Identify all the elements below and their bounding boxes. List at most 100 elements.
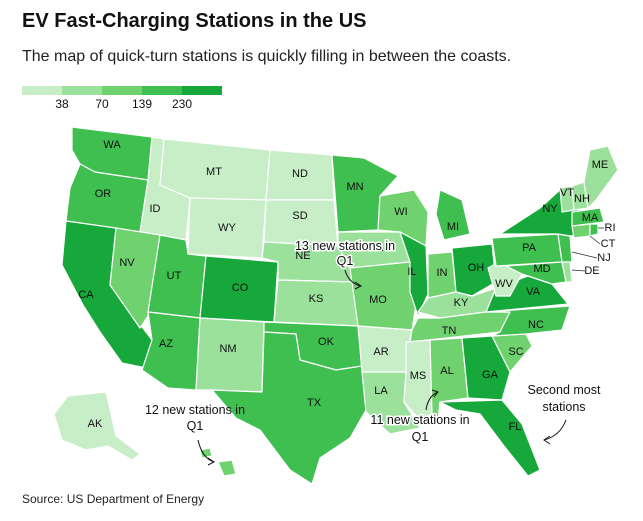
state-label: NM — [219, 343, 236, 355]
state-label: AR — [373, 346, 388, 358]
state-label: MT — [206, 166, 222, 178]
state-label: CA — [78, 289, 94, 301]
state-label: NE — [295, 250, 310, 262]
state-label: TN — [442, 325, 457, 337]
state-nc — [485, 305, 571, 337]
state-mi — [435, 189, 471, 241]
state-tx — [211, 331, 367, 485]
chart-title: EV Fast-Charging Stations in the US — [22, 10, 367, 32]
state-oh — [451, 243, 497, 297]
state-label: DE — [584, 265, 599, 277]
legend-swatch-4 — [142, 86, 182, 95]
state-label: OH — [468, 262, 485, 274]
state-label: MA — [582, 212, 599, 224]
state-label: ME — [592, 159, 609, 171]
state-ga — [461, 335, 511, 401]
state-label: TX — [307, 397, 322, 409]
state-label: RI — [605, 222, 616, 234]
arrowhead-icon — [543, 435, 551, 445]
legend-tick-label: 38 — [55, 97, 69, 111]
annotation-text: stations — [542, 400, 585, 414]
state-label: NY — [542, 203, 558, 215]
state-label: NC — [528, 319, 544, 331]
state-label: AK — [88, 418, 103, 430]
annotation-florida: Second most stations — [528, 383, 601, 445]
state-label: SC — [508, 346, 523, 358]
leader-lines — [571, 227, 604, 272]
state-label: ND — [292, 168, 308, 180]
state-mo — [349, 261, 419, 331]
state-label: CO — [232, 282, 249, 294]
legend-tick-label: 139 — [131, 97, 153, 111]
legend-swatch-3 — [102, 86, 142, 95]
state-ma — [571, 207, 605, 227]
state-label: WI — [394, 206, 407, 218]
state-label: MO — [369, 294, 387, 306]
state-nv — [109, 227, 161, 329]
color-legend: 38 70 139 230 — [22, 86, 222, 113]
state-label: AL — [440, 365, 453, 377]
state-label: CT — [601, 238, 616, 250]
legend-ticks: 38 70 139 230 — [22, 97, 222, 113]
state-label: KY — [454, 297, 469, 309]
state-label: WY — [218, 222, 236, 234]
state-ri — [589, 223, 599, 237]
state-label: KS — [309, 293, 324, 305]
state-label: PA — [522, 242, 537, 254]
legend-swatch-5 — [182, 86, 222, 95]
state-label: NH — [574, 193, 590, 205]
state-fl — [439, 399, 541, 477]
state-label: IL — [407, 266, 416, 278]
state-ak — [53, 391, 141, 461]
arrowhead-icon — [431, 389, 439, 398]
annotation-arrow — [425, 391, 439, 411]
annotation-text: Q1 — [412, 430, 429, 444]
state-az — [141, 311, 201, 391]
chart-subtitle: The map of quick-turn stations is quickl… — [22, 48, 512, 65]
source-note: Source: US Department of Energy — [22, 492, 205, 506]
annotation-hawaii: 12 new stations in Q1 — [145, 403, 245, 466]
annotation-arrow — [543, 419, 567, 441]
state-label: GA — [482, 369, 499, 381]
arrowhead-icon — [354, 281, 362, 290]
state-label: IN — [437, 267, 448, 279]
state-label: OR — [95, 188, 112, 200]
annotation-mississippi: 11 new stations in Q1 — [369, 389, 471, 446]
annotation-arrow — [344, 269, 361, 287]
state-label: VA — [526, 286, 541, 298]
legend-swatch-1 — [22, 86, 62, 95]
state-me — [583, 145, 619, 209]
state-label: ID — [150, 203, 161, 215]
state-label: FL — [509, 421, 522, 433]
state-label: WA — [103, 139, 121, 151]
annotation-text: Second most — [528, 383, 601, 397]
arrowhead-icon — [207, 457, 215, 466]
state-label: MD — [533, 263, 550, 275]
state-label: MN — [346, 181, 363, 193]
annotation-text: 13 new stations in — [295, 239, 395, 253]
state-label: LA — [374, 385, 388, 397]
state-label: OK — [318, 336, 335, 348]
state-label: MI — [447, 221, 459, 233]
legend-tick-label: 230 — [171, 97, 193, 111]
state-label: MS — [410, 370, 427, 382]
state-label: WV — [495, 278, 513, 290]
state-il — [399, 231, 429, 317]
annotation-iowa: 13 new stations in Q1 — [293, 238, 397, 290]
state-label: NJ — [597, 252, 610, 264]
state-hi — [199, 447, 237, 477]
state-label: UT — [167, 270, 182, 282]
annotation-text: 12 new stations in — [145, 403, 245, 417]
legend-tick-label: 70 — [95, 97, 109, 111]
legend-bar — [22, 86, 222, 95]
state-nm — [195, 317, 265, 393]
annotation-text: Q1 — [337, 254, 354, 268]
state-label: NV — [119, 257, 135, 269]
state-label: VT — [560, 187, 574, 199]
legend-swatch-2 — [62, 86, 102, 95]
state-label: IA — [373, 242, 384, 254]
annotation-text: 11 new stations in — [370, 413, 469, 427]
state-label: SD — [292, 210, 307, 222]
state-label: AZ — [159, 338, 173, 350]
